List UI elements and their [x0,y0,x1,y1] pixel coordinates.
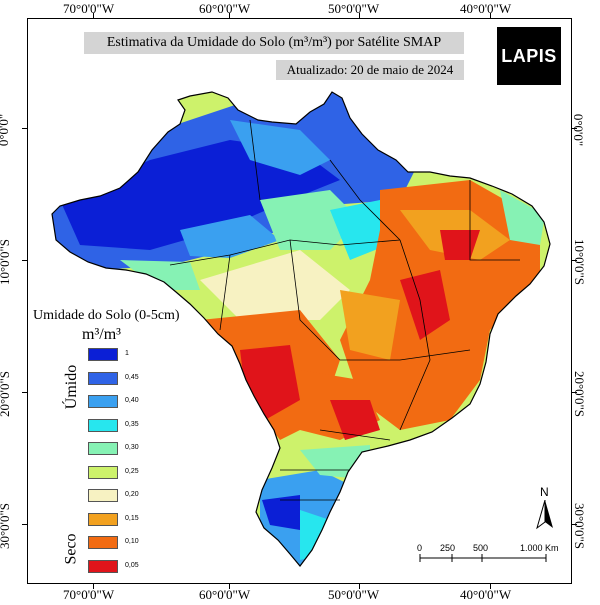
legend-title: Umidade do Solo (0-5cm) [33,308,180,323]
lon-label-bottom-40: 40°0'0"W [460,587,512,602]
lon-label-top-60: 60°0'0"W [199,1,251,16]
lapis-logo: LAPIS [497,27,561,85]
legend-class-label: 0,35 [125,420,139,428]
state-borders [169,119,520,501]
frame-tick [229,584,230,589]
north-label: N [540,485,549,499]
lon-label-top-40: 40°0'0"W [460,1,512,16]
frame-tick [490,584,491,589]
legend-swatch [88,559,118,573]
lon-label-bottom-70: 70°0'0"W [63,587,115,602]
legend-dry-label: Seco [62,533,80,565]
legend-swatch [88,371,118,385]
legend-class-label: 0,45 [125,373,139,381]
map-title: Estimativa da Umidade do Solo (m³/m³) po… [84,32,464,54]
lon-label-top-50: 50°0'0"W [328,1,380,16]
legend-swatch [88,442,118,455]
frame-tick [22,392,27,393]
frame-tick [359,13,360,18]
legend-class-label: 1 [125,350,129,357]
frame-tick [93,584,94,589]
lon-label-bottom-50: 50°0'0"W [328,587,380,602]
legend-swatch [88,395,118,408]
brazil-outline [51,91,551,567]
frame-tick [22,128,27,129]
legend-class-label: 0,20 [125,491,139,498]
legend-swatch [88,348,118,361]
scale-bar [419,554,547,562]
scale-label-500: 500 [473,543,489,553]
scale-label-250: 250 [440,543,456,553]
legend-class-label: 0,15 [125,514,139,522]
legend-class-label: 0,10 [125,538,139,545]
legend-swatch [88,465,118,479]
frame-tick [572,524,577,525]
lon-label-bottom-60: 60°0'0"W [199,587,251,602]
frame-tick [572,260,577,261]
frame-tick [93,13,94,18]
legend-class-label: 0,25 [125,467,139,475]
frame-tick [22,260,27,261]
frame-tick [572,392,577,393]
legend-swatch [88,512,118,526]
scale-label-0: 0 [417,543,423,553]
frame-tick [490,13,491,18]
legend-unit: m³/m³ [82,326,121,343]
frame-tick [359,584,360,589]
legend-class-label: 0,30 [125,444,139,451]
update-date: Atualizado: 20 de maio de 2024 [276,60,464,80]
frame-tick [572,128,577,129]
legend-swatch [88,536,118,549]
legend-class-label: 0,05 [125,561,139,569]
legend-swatch [88,489,118,502]
legend-class-label: 0,40 [125,397,139,404]
frame-tick [22,524,27,525]
north-arrow-icon [536,500,553,530]
scale-label-1000: 1.000 Km [520,543,559,553]
frame-tick [229,13,230,18]
legend-wet-label: Úmido [63,364,81,410]
legend-swatch [88,418,118,432]
lon-label-top-70: 70°0'0"W [63,1,115,16]
